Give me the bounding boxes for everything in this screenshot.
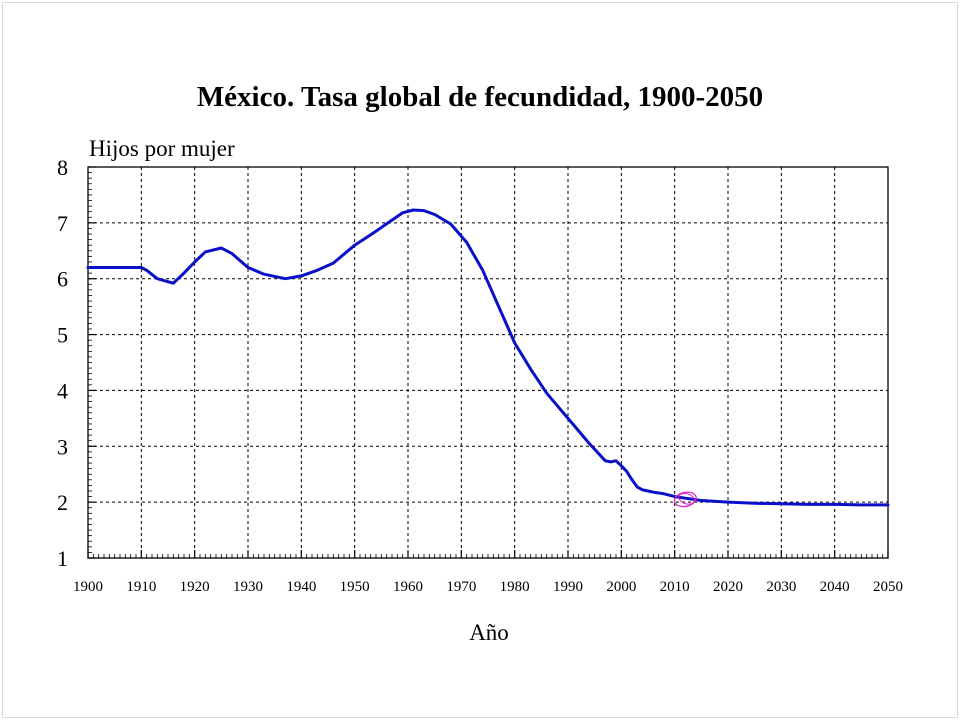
x-tick-label: 2040 [820,579,850,595]
x-tick-label: 2050 [873,579,903,595]
series-layer [86,208,890,507]
x-tick-label: 2020 [713,579,743,595]
x-tick-labels: 1900 1910 1920 1930 1940 1950 1960 1970 1980 1990… [73,579,903,595]
plot-area-border [87,166,889,559]
x-tick-label: 1930 [233,579,263,595]
minor-ticks [87,166,889,559]
grid-lines [88,167,888,558]
y-tick-label: 7 [57,211,68,236]
annotation-layer [673,491,697,508]
fertility-rate-line [86,208,890,507]
x-tick-label: 1960 [393,579,423,595]
x-tick-label: 1990 [553,579,583,595]
x-tick-label: 1980 [500,579,530,595]
x-tick-label: 1940 [286,579,316,595]
y-tick-label: 1 [57,546,68,571]
y-tick-label: 4 [57,378,68,403]
y-tick-label: 2 [57,490,68,515]
x-tick-label: 1910 [126,579,156,595]
y-tick-labels: 1 2 3 4 5 6 7 8 [57,155,68,571]
x-tick-label: 2000 [606,579,636,595]
x-tick-label: 1920 [180,579,210,595]
y-tick-label: 5 [57,323,68,348]
x-tick-label: 2010 [660,579,690,595]
x-tick-label: 1900 [73,579,103,595]
y-tick-label: 3 [57,434,68,459]
x-tick-label: 1970 [446,579,476,595]
circled-marker [673,491,697,508]
x-axis-label: Año [469,620,509,645]
y-axis-label: Hijos por mujer [89,136,235,161]
y-tick-label: 8 [57,155,68,180]
chart-title: México. Tasa global de fecundidad, 1900-… [197,81,763,113]
y-tick-label: 6 [57,267,68,292]
x-tick-label: 1950 [340,579,370,595]
x-tick-label: 2030 [766,579,796,595]
